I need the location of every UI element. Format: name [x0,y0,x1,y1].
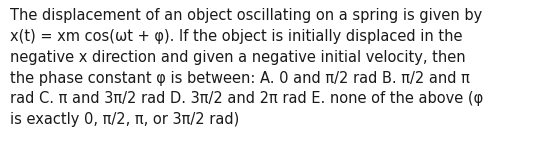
Text: The displacement of an object oscillating on a spring is given by
x(t) = xm cos(: The displacement of an object oscillatin… [10,8,483,127]
